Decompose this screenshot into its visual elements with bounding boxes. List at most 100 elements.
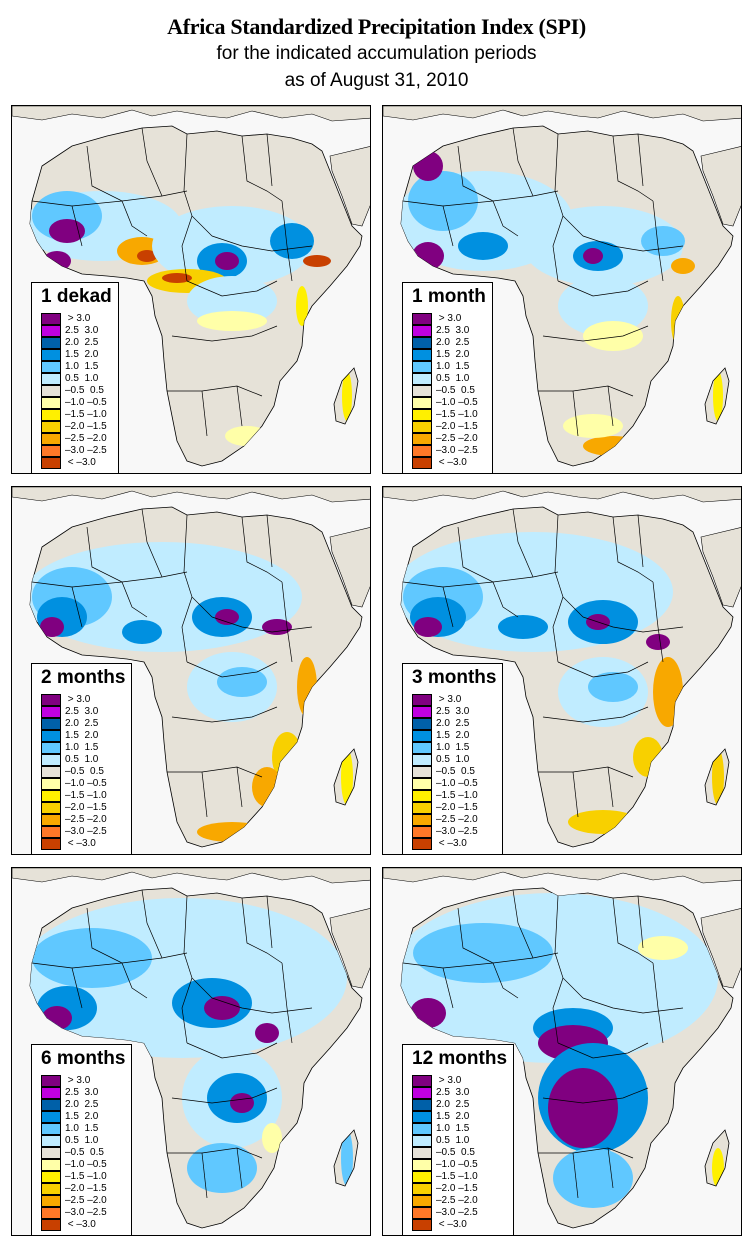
- legend-label: < –3.0: [436, 1219, 467, 1230]
- europe-landmass: [12, 487, 370, 503]
- spi-anomaly-region: [498, 615, 548, 639]
- country-border: [554, 514, 584, 618]
- legend-swatch: [41, 1170, 61, 1183]
- legend-swatch: [412, 1075, 432, 1087]
- legend-label: –2.5 –2.0: [65, 1195, 107, 1206]
- legend-row: –0.5 0.5: [412, 384, 486, 397]
- country-border: [31, 581, 83, 628]
- spi-overlay: [30, 191, 352, 446]
- country-border: [211, 235, 313, 252]
- legend-row: > 3.0: [41, 1075, 125, 1087]
- legend-swatch: [41, 1194, 61, 1207]
- legend-row: –2.0 –1.5: [41, 420, 112, 433]
- legend-label: –1.5 –1.0: [436, 409, 478, 420]
- legend-row: 0.5 1.0: [412, 372, 486, 385]
- legend-swatch: [41, 372, 61, 385]
- legend-swatch: [41, 313, 61, 325]
- legend-row: –2.5 –2.0: [41, 813, 125, 826]
- country-border: [542, 325, 649, 342]
- spi-anomaly-region: [641, 226, 685, 256]
- legend-row: > 3.0: [41, 694, 125, 706]
- legend-row: 1.5 2.0: [412, 1110, 507, 1123]
- europe-landmass: [383, 487, 741, 503]
- country-border: [538, 1147, 634, 1159]
- spi-anomaly-region: [408, 171, 478, 231]
- legend-label: 2.5 3.0: [436, 1087, 470, 1098]
- legend-swatch: [412, 705, 432, 718]
- country-border: [71, 200, 148, 237]
- legend-row: 0.5 1.0: [41, 372, 112, 385]
- legend-swatch: [412, 1170, 432, 1183]
- legend-period-title: 2 months: [41, 667, 126, 688]
- legend-period-title: 1 dekad: [41, 286, 112, 307]
- legend-label: –0.5 0.5: [65, 766, 104, 777]
- legend-row: 2.0 2.5: [41, 336, 112, 349]
- legend-row: 1.5 2.0: [41, 348, 112, 361]
- country-border: [552, 215, 564, 282]
- country-border: [31, 200, 83, 247]
- spi-anomaly-region: [40, 617, 64, 637]
- legend-row: 0.5 1.0: [41, 1134, 125, 1147]
- legend-swatch: [41, 825, 61, 838]
- country-border: [181, 215, 193, 282]
- legend-swatch: [412, 801, 432, 814]
- country-border: [607, 1147, 614, 1189]
- arabia-landmass: [329, 146, 370, 227]
- legend-swatch: [412, 717, 432, 730]
- legend-label: 2.5 3.0: [65, 1087, 99, 1098]
- country-border: [582, 997, 684, 1014]
- spi-map-panel-3-months: 3 months > 3.0 2.5 3.0 2.0 2.5 1.5 2.0 1.0 1…: [382, 486, 742, 855]
- legend-swatch: [412, 1158, 432, 1171]
- legend-row: 1.0 1.5: [412, 360, 486, 373]
- legend-row: < –3.0: [41, 837, 125, 850]
- legend-label: 2.0 2.5: [436, 337, 470, 348]
- spi-map-panel-1-month: 1 month > 3.0 2.5 3.0 2.0 2.5 1.5 2.0 1.0 1.…: [382, 105, 742, 474]
- legend-row: –1.0 –0.5: [412, 396, 486, 409]
- country-borders: [31, 127, 313, 437]
- spi-anomaly-region: [548, 1068, 618, 1148]
- country-border: [266, 514, 273, 568]
- legend-swatch: [412, 1146, 432, 1159]
- legend-swatch: [412, 324, 432, 337]
- country-border: [211, 997, 313, 1014]
- legend-label: > 3.0: [436, 694, 462, 705]
- legend-label: 1.5 2.0: [65, 730, 99, 741]
- country-border: [241, 135, 283, 202]
- legend: 12 months > 3.0 2.5 3.0 2.0 2.5 1.5 2.0 1.0 …: [402, 1044, 515, 1235]
- legend-label: < –3.0: [65, 1219, 96, 1230]
- legend-swatch: [41, 408, 61, 421]
- legend-swatch: [41, 1134, 61, 1147]
- country-border: [236, 385, 243, 427]
- spi-anomaly-region: [217, 667, 267, 697]
- legend-swatch: [412, 1194, 432, 1207]
- legend-row: –0.5 0.5: [41, 384, 112, 397]
- legend-row: > 3.0: [41, 313, 112, 325]
- legend-swatch: [41, 1218, 61, 1231]
- spi-anomaly-region: [296, 286, 308, 326]
- legend-row: –1.5 –1.0: [41, 789, 125, 802]
- country-border: [442, 200, 519, 237]
- europe-landmass: [12, 106, 370, 122]
- legend-row: 2.0 2.5: [412, 1098, 507, 1111]
- legend-row: –1.5 –1.0: [412, 408, 486, 421]
- madagascar-landmass: [333, 1129, 359, 1187]
- legend-row: –3.0 –2.5: [412, 1206, 507, 1219]
- legend-swatch: [412, 753, 432, 766]
- spi-anomaly-region: [49, 219, 85, 243]
- legend-swatch: [412, 825, 432, 838]
- legend-label: 1.0 1.5: [65, 1123, 99, 1134]
- country-border: [71, 962, 148, 999]
- legend-label: –3.0 –2.5: [65, 1207, 107, 1218]
- africa-map: [12, 868, 370, 1229]
- country-border: [572, 390, 579, 437]
- country-border: [141, 889, 163, 959]
- spi-anomaly-region: [563, 414, 623, 438]
- legend-label: –3.0 –2.5: [436, 1207, 478, 1218]
- spi-anomaly-region: [458, 232, 508, 260]
- legend-row: –2.5 –2.0: [41, 432, 112, 445]
- spi-anomaly-region: [401, 888, 443, 903]
- legend-row: –1.0 –0.5: [41, 396, 112, 409]
- legend-swatch: [41, 324, 61, 337]
- spi-anomaly-region: [712, 749, 724, 805]
- legend-row: 1.0 1.5: [41, 360, 112, 373]
